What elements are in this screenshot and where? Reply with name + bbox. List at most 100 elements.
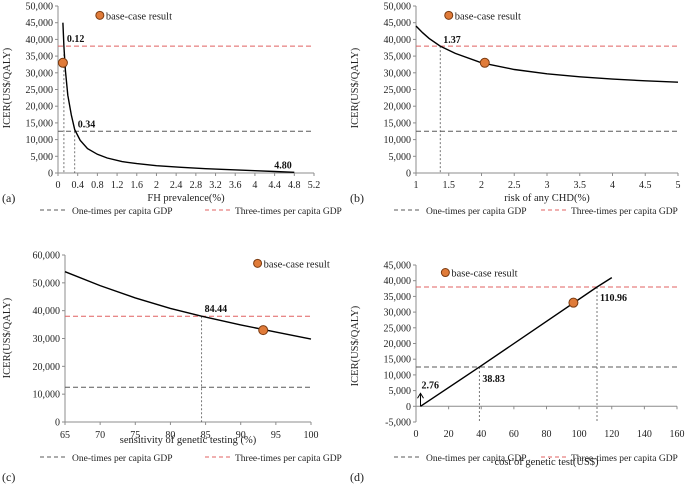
base-case-legend-marker xyxy=(440,268,450,278)
x-tick-label: 1.2 xyxy=(111,180,124,191)
y-tick-label: 40,000 xyxy=(33,306,61,317)
y-tick-label: 40,000 xyxy=(384,35,412,46)
base-case-legend-label: base-case result xyxy=(264,259,330,270)
x-tick-label: 140 xyxy=(637,429,652,440)
y-tick-label: 30,000 xyxy=(26,68,54,79)
icer-curve xyxy=(62,22,295,173)
x-axis-label: cost of genetic test(US$) xyxy=(494,457,599,468)
legend-three-gdp-label: Three-times per capita GDP xyxy=(235,454,342,464)
y-tick-label: 20,000 xyxy=(384,339,412,350)
y-tick-label: 5,000 xyxy=(389,152,412,163)
arrow-head xyxy=(417,392,424,399)
legend-three-gdp-label: Three-times per capita GDP xyxy=(571,207,678,217)
x-tick-label: 2.8 xyxy=(190,180,203,191)
x-tick-label: 60 xyxy=(509,429,519,440)
x-axis-label: sensitivity of genetic testing (%) xyxy=(120,435,257,446)
y-tick-label: 10,000 xyxy=(384,370,412,381)
y-tick-label: 30,000 xyxy=(384,308,412,319)
x-tick-label: 0 xyxy=(56,180,61,191)
base-case-legend-label: base-case result xyxy=(106,11,172,22)
x-tick-label: 75 xyxy=(130,430,140,441)
y-tick-label: 40,000 xyxy=(384,276,412,287)
y-tick-label: 30,000 xyxy=(384,68,412,79)
chart-panel-3: 0 10,000 20,000 30,000 40,000 50,000 60,000 65 7… xyxy=(2,251,342,485)
y-tick-label: 35,000 xyxy=(384,52,412,63)
value-annotation: 84.44 xyxy=(205,304,228,315)
y-axis-label: ICER(US$/QALY) xyxy=(2,47,13,128)
x-tick-label: 4.8 xyxy=(288,180,301,191)
x-tick-label: 100 xyxy=(572,429,587,440)
panel-label: (b) xyxy=(350,191,364,205)
x-tick-label: 2 xyxy=(154,180,159,191)
x-axis-label: FH prevalence(%) xyxy=(147,193,225,204)
value-annotation: 4.80 xyxy=(274,160,292,171)
x-tick-label: 4 xyxy=(252,180,257,191)
x-tick-label: 4 xyxy=(610,180,615,191)
value-annotation: 0.12 xyxy=(67,34,85,45)
x-tick-label: 0.4 xyxy=(71,180,84,191)
chart-panel-1: 0 5,000 10,000 15,000 20,000 25,000 30,000 35,0… xyxy=(2,2,342,218)
x-tick-label: 3.5 xyxy=(574,180,587,191)
x-tick-label: 2.5 xyxy=(508,180,521,191)
y-tick-label: 15,000 xyxy=(384,118,412,129)
base-case-legend-marker xyxy=(444,10,454,20)
y-tick-label: 15,000 xyxy=(384,355,412,366)
y-tick-label: 20,000 xyxy=(33,362,61,373)
base-case-marker xyxy=(57,57,68,68)
y-tick-label: 20,000 xyxy=(384,102,412,113)
y-axis-label: ICER(US$/QALY) xyxy=(350,305,361,386)
x-tick-label: 2 xyxy=(479,180,484,191)
x-tick-label: 2.4 xyxy=(170,180,183,191)
icer-curve xyxy=(415,25,679,83)
y-tick-label: 0 xyxy=(48,169,53,180)
x-tick-label: 1.5 xyxy=(443,180,456,191)
value-annotation: 0.34 xyxy=(78,119,96,130)
y-tick-label: 35,000 xyxy=(384,292,412,303)
x-tick-label: 3.2 xyxy=(209,180,222,191)
y-tick-label: 25,000 xyxy=(384,85,412,96)
y-tick-label: 45,000 xyxy=(26,18,54,29)
x-tick-label: 1 xyxy=(414,180,419,191)
base-case-marker xyxy=(258,325,269,336)
legend-one-gdp-label: One-times per capita GDP xyxy=(426,207,527,217)
y-tick-label: 50,000 xyxy=(384,2,412,13)
base-case-legend-marker xyxy=(95,10,105,20)
y-tick-label: 5,000 xyxy=(31,152,54,163)
x-tick-label: 80 xyxy=(165,430,175,441)
y-tick-label: 0 xyxy=(406,169,411,180)
y-axis-label: ICER(US$/QALY) xyxy=(2,297,13,378)
y-tick-label: 15,000 xyxy=(26,118,54,129)
x-tick-label: 85 xyxy=(201,430,211,441)
x-tick-label: 0.8 xyxy=(91,180,104,191)
x-tick-label: 4.4 xyxy=(268,180,281,191)
y-tick-label: 60,000 xyxy=(33,251,61,262)
legend-one-gdp-label: One-times per capita GDP xyxy=(72,454,173,464)
y-tick-label: 45,000 xyxy=(384,261,412,272)
x-tick-label: 40 xyxy=(476,429,486,440)
x-tick-label: 0 xyxy=(414,429,419,440)
x-tick-label: 120 xyxy=(604,429,619,440)
y-tick-label: 30,000 xyxy=(33,334,61,345)
x-tick-label: 4.5 xyxy=(639,180,652,191)
icer-curve xyxy=(420,277,613,407)
y-tick-label: 25,000 xyxy=(26,85,54,96)
x-tick-label: 65 xyxy=(60,430,70,441)
chart-panel-2: 0 5,000 10,000 15,000 20,000 25,000 30,000 35,0… xyxy=(350,2,681,218)
legend-three-gdp-label: Three-times per capita GDP xyxy=(571,454,678,464)
panel-label: (c) xyxy=(2,470,15,484)
value-annotation: 2.76 xyxy=(422,380,440,391)
panel-label: (d) xyxy=(350,470,364,484)
x-tick-label: 3 xyxy=(545,180,550,191)
x-tick-label: 5.2 xyxy=(308,180,321,191)
y-tick-label: 40,000 xyxy=(26,35,54,46)
base-case-marker xyxy=(568,297,579,308)
x-tick-label: 20 xyxy=(444,429,454,440)
y-tick-label: 25,000 xyxy=(384,323,412,334)
value-annotation: 110.96 xyxy=(600,293,627,304)
x-tick-label: 1.6 xyxy=(131,180,144,191)
chart-panel-4: -5,00005,00010,00015,00020,00025,00030,0… xyxy=(350,261,685,485)
value-annotation: 1.37 xyxy=(443,35,461,46)
y-tick-label: 50,000 xyxy=(26,2,54,13)
x-tick-label: 5 xyxy=(676,180,681,191)
